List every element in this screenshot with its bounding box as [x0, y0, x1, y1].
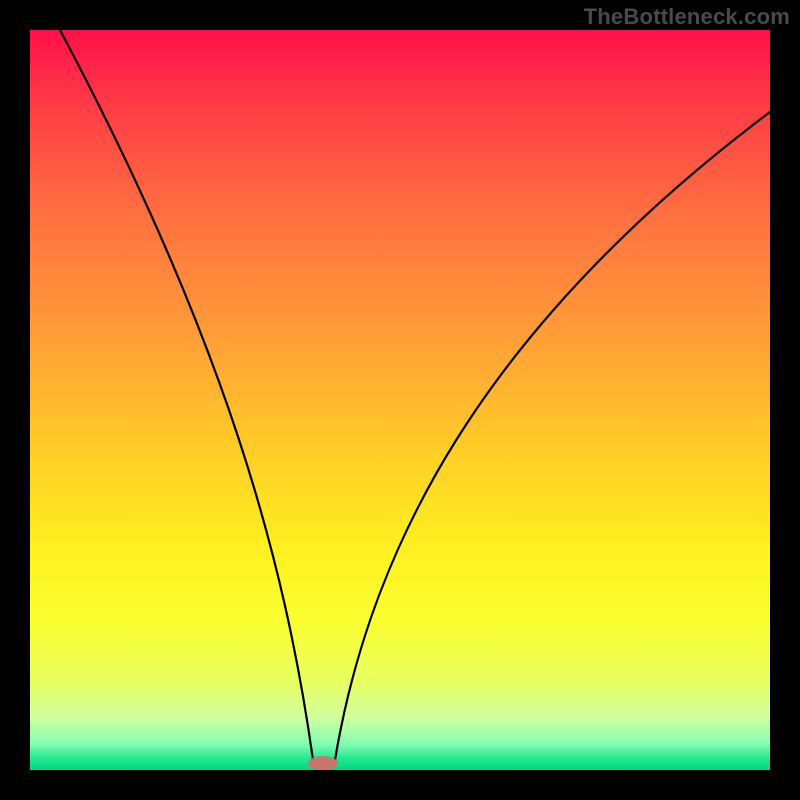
chart-container: TheBottleneck.com — [0, 0, 800, 800]
bottleneck-chart — [0, 0, 800, 800]
watermark-text: TheBottleneck.com — [584, 4, 790, 30]
plot-area — [30, 30, 770, 770]
optimal-marker — [308, 756, 338, 770]
